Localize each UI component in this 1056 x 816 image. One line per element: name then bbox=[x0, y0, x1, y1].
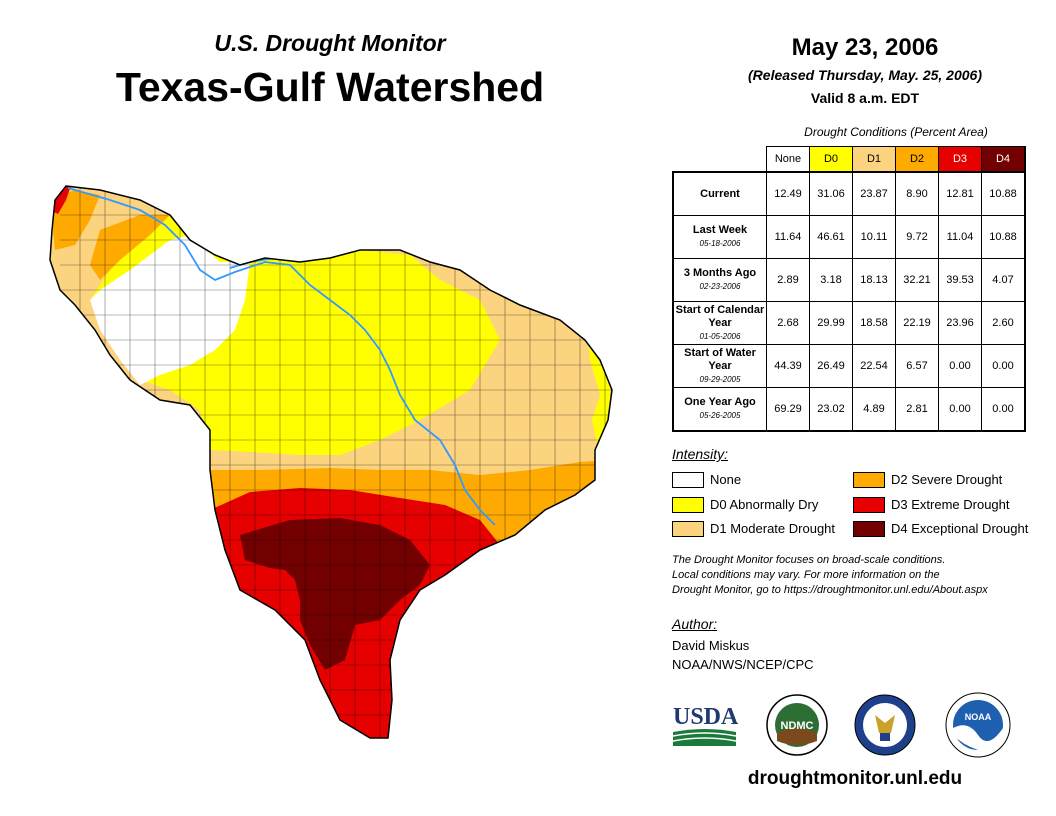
table-cell: 8.90 bbox=[895, 171, 939, 216]
legend-label: D1 Moderate Drought bbox=[710, 521, 836, 536]
author-name: David Miskus bbox=[672, 638, 750, 653]
column-header-d4: D4 bbox=[981, 146, 1026, 173]
table-cell: 6.57 bbox=[895, 344, 939, 388]
table-cell: 18.58 bbox=[852, 301, 896, 345]
legend-label: D4 Exceptional Drought bbox=[891, 521, 1029, 536]
legend-swatch bbox=[672, 521, 704, 537]
table-cell: 10.88 bbox=[981, 171, 1026, 216]
table-cell: 23.96 bbox=[938, 301, 982, 345]
column-header-d0: D0 bbox=[809, 146, 853, 173]
table-corner bbox=[673, 147, 767, 173]
legend-title: Intensity: bbox=[672, 446, 729, 462]
legend-label: None bbox=[710, 472, 742, 487]
table-row: Start of Water Year 09-29-2005 44.39 26.4… bbox=[672, 344, 1026, 388]
table-header-row: None D0 D1 D2 D3 D4 bbox=[673, 146, 1026, 173]
legend-swatch bbox=[672, 472, 704, 488]
disclaimer-note: The Drought Monitor focuses on broad-sca… bbox=[672, 553, 1052, 598]
table-row: One Year Ago 05-26-2005 69.29 23.02 4.89 … bbox=[672, 387, 1026, 432]
column-header-d3: D3 bbox=[938, 146, 982, 173]
table-cell: 0.00 bbox=[981, 344, 1026, 388]
table-cell: 9.72 bbox=[895, 215, 939, 259]
legend-label: D3 Extreme Drought bbox=[891, 497, 1010, 512]
table-caption: Drought Conditions (Percent Area) bbox=[804, 125, 988, 139]
column-header-d1: D1 bbox=[852, 146, 896, 173]
usda-logo: USDA bbox=[672, 704, 739, 746]
table-cell: 11.64 bbox=[766, 215, 810, 259]
map-title: Texas-Gulf Watershed bbox=[115, 64, 545, 110]
table-cell: 0.00 bbox=[938, 344, 982, 388]
map-d0-east-strip bbox=[588, 340, 610, 450]
table-cell: 0.00 bbox=[938, 387, 982, 432]
legend-label: D0 Abnormally Dry bbox=[710, 497, 819, 512]
table-row: 3 Months Ago 02-23-2006 2.89 3.18 18.13 3… bbox=[672, 258, 1026, 302]
legend-swatch bbox=[853, 521, 885, 537]
table-cell: 3.18 bbox=[809, 258, 853, 302]
table-cell: 11.04 bbox=[938, 215, 982, 259]
drought-conditions-table: None D0 D1 D2 D3 D4 Current 12.49 31.06 … bbox=[672, 146, 1026, 432]
ndmc-logo-text: NDMC bbox=[781, 720, 814, 732]
release-date: (Released Thursday, May. 25, 2006) bbox=[748, 67, 982, 83]
legend-label: D2 Severe Drought bbox=[891, 472, 1003, 487]
table-cell: 4.07 bbox=[981, 258, 1026, 302]
legend-swatch bbox=[853, 472, 885, 488]
column-header-none: None bbox=[766, 146, 810, 173]
table-cell: 31.06 bbox=[809, 171, 853, 216]
table-cell: 29.99 bbox=[809, 301, 853, 345]
usda-logo-text: USDA bbox=[673, 704, 739, 730]
row-label: Start of Calendar Year 01-05-2006 bbox=[672, 301, 767, 345]
author-org: NOAA/NWS/NCEP/CPC bbox=[672, 657, 814, 672]
row-label: Start of Water Year 09-29-2005 bbox=[672, 344, 767, 388]
noaa-logo: NOAA bbox=[945, 692, 1011, 758]
note-line: Drought Monitor, go to https://droughtmo… bbox=[672, 584, 988, 596]
table-cell: 22.54 bbox=[852, 344, 896, 388]
table-cell: 12.81 bbox=[938, 171, 982, 216]
table-cell: 46.61 bbox=[809, 215, 853, 259]
website-url[interactable]: droughtmonitor.unl.edu bbox=[747, 768, 963, 789]
table-cell: 39.53 bbox=[938, 258, 982, 302]
table-cell: 32.21 bbox=[895, 258, 939, 302]
table-cell: 2.81 bbox=[895, 387, 939, 432]
table-cell: 2.60 bbox=[981, 301, 1026, 345]
table-cell: 26.49 bbox=[809, 344, 853, 388]
column-header-d2: D2 bbox=[895, 146, 939, 173]
map-d4-area bbox=[240, 518, 430, 670]
table-row: Current 12.49 31.06 23.87 8.90 12.81 10.… bbox=[672, 171, 1026, 216]
note-line: The Drought Monitor focuses on broad-sca… bbox=[672, 554, 946, 566]
table-cell: 18.13 bbox=[852, 258, 896, 302]
table-row: Last Week 05-18-2006 11.64 46.61 10.11 9.… bbox=[672, 215, 1026, 259]
ndmc-logo: NDMC bbox=[766, 694, 828, 756]
note-line: Local conditions may vary. For more info… bbox=[672, 569, 940, 581]
row-label: Current bbox=[672, 171, 767, 216]
row-label: 3 Months Ago 02-23-2006 bbox=[672, 258, 767, 302]
table-cell: 12.49 bbox=[766, 171, 810, 216]
table-cell: 2.89 bbox=[766, 258, 810, 302]
noaa-logo-text: NOAA bbox=[965, 712, 992, 722]
doc-seal-icon bbox=[854, 694, 916, 756]
table-cell: 10.11 bbox=[852, 215, 896, 259]
watershed-map bbox=[49, 185, 613, 739]
table-cell: 69.29 bbox=[766, 387, 810, 432]
table-row: Start of Calendar Year 01-05-2006 2.68 29… bbox=[672, 301, 1026, 345]
table-cell: 44.39 bbox=[766, 344, 810, 388]
table-cell: 0.00 bbox=[981, 387, 1026, 432]
row-label: Last Week 05-18-2006 bbox=[672, 215, 767, 259]
legend-swatch bbox=[672, 497, 704, 513]
map-subtitle: U.S. Drought Monitor bbox=[214, 30, 446, 56]
valid-time: Valid 8 a.m. EDT bbox=[810, 90, 920, 106]
author-title: Author: bbox=[672, 616, 718, 632]
table-cell: 10.88 bbox=[981, 215, 1026, 259]
table-cell: 2.68 bbox=[766, 301, 810, 345]
table-cell: 23.87 bbox=[852, 171, 896, 216]
table-cell: 22.19 bbox=[895, 301, 939, 345]
watershed-outline bbox=[49, 185, 613, 739]
map-date: May 23, 2006 bbox=[791, 34, 939, 61]
table-cell: 23.02 bbox=[809, 387, 853, 432]
legend-swatch bbox=[853, 497, 885, 513]
table-cell: 4.89 bbox=[852, 387, 896, 432]
row-label: One Year Ago 05-26-2005 bbox=[672, 387, 767, 432]
